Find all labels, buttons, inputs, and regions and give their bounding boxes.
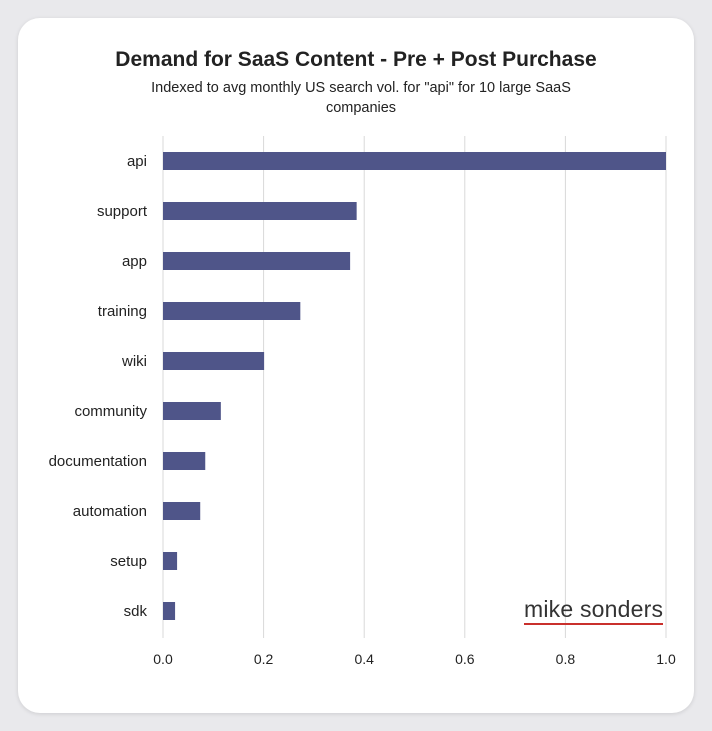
- bar-setup: [163, 552, 178, 570]
- category-label: app: [122, 253, 147, 270]
- chart-card: Demand for SaaS Content - Pre + Post Pur…: [18, 18, 694, 713]
- x-tick-label: 0.6: [455, 651, 475, 667]
- category-label: support: [97, 203, 148, 220]
- bar-community: [163, 402, 221, 420]
- x-tick-label: 0.2: [254, 651, 274, 667]
- bar-app: [163, 252, 351, 270]
- bar-automation: [163, 502, 201, 520]
- bar-chart-plot: 0.0 0.2 0.4 0.6 0.8 1.0 api support app training w…: [49, 136, 676, 667]
- chart-title: Demand for SaaS Content - Pre + Post Pur…: [115, 48, 597, 71]
- chart-subtitle: Indexed to avg monthly US search vol. fo…: [151, 80, 571, 116]
- category-label: automation: [73, 503, 147, 520]
- x-tick-label: 0.0: [153, 651, 173, 667]
- bar-training: [163, 302, 301, 320]
- category-label: community: [74, 403, 147, 420]
- bar-sdk: [163, 602, 176, 620]
- category-label: documentation: [49, 453, 147, 470]
- category-label: wiki: [121, 353, 147, 370]
- x-tick-label: 0.8: [556, 651, 576, 667]
- category-label: training: [98, 303, 147, 320]
- bar-api: [163, 152, 666, 170]
- category-label: sdk: [124, 603, 148, 620]
- x-tick-label: 1.0: [656, 651, 676, 667]
- bar-documentation: [163, 452, 206, 470]
- bar-support: [163, 202, 357, 220]
- category-label: setup: [110, 553, 147, 570]
- x-tick-label: 0.4: [354, 651, 374, 667]
- bar-wiki: [163, 352, 265, 370]
- brand-logo: mike sonders: [524, 596, 664, 625]
- category-label: api: [127, 153, 147, 170]
